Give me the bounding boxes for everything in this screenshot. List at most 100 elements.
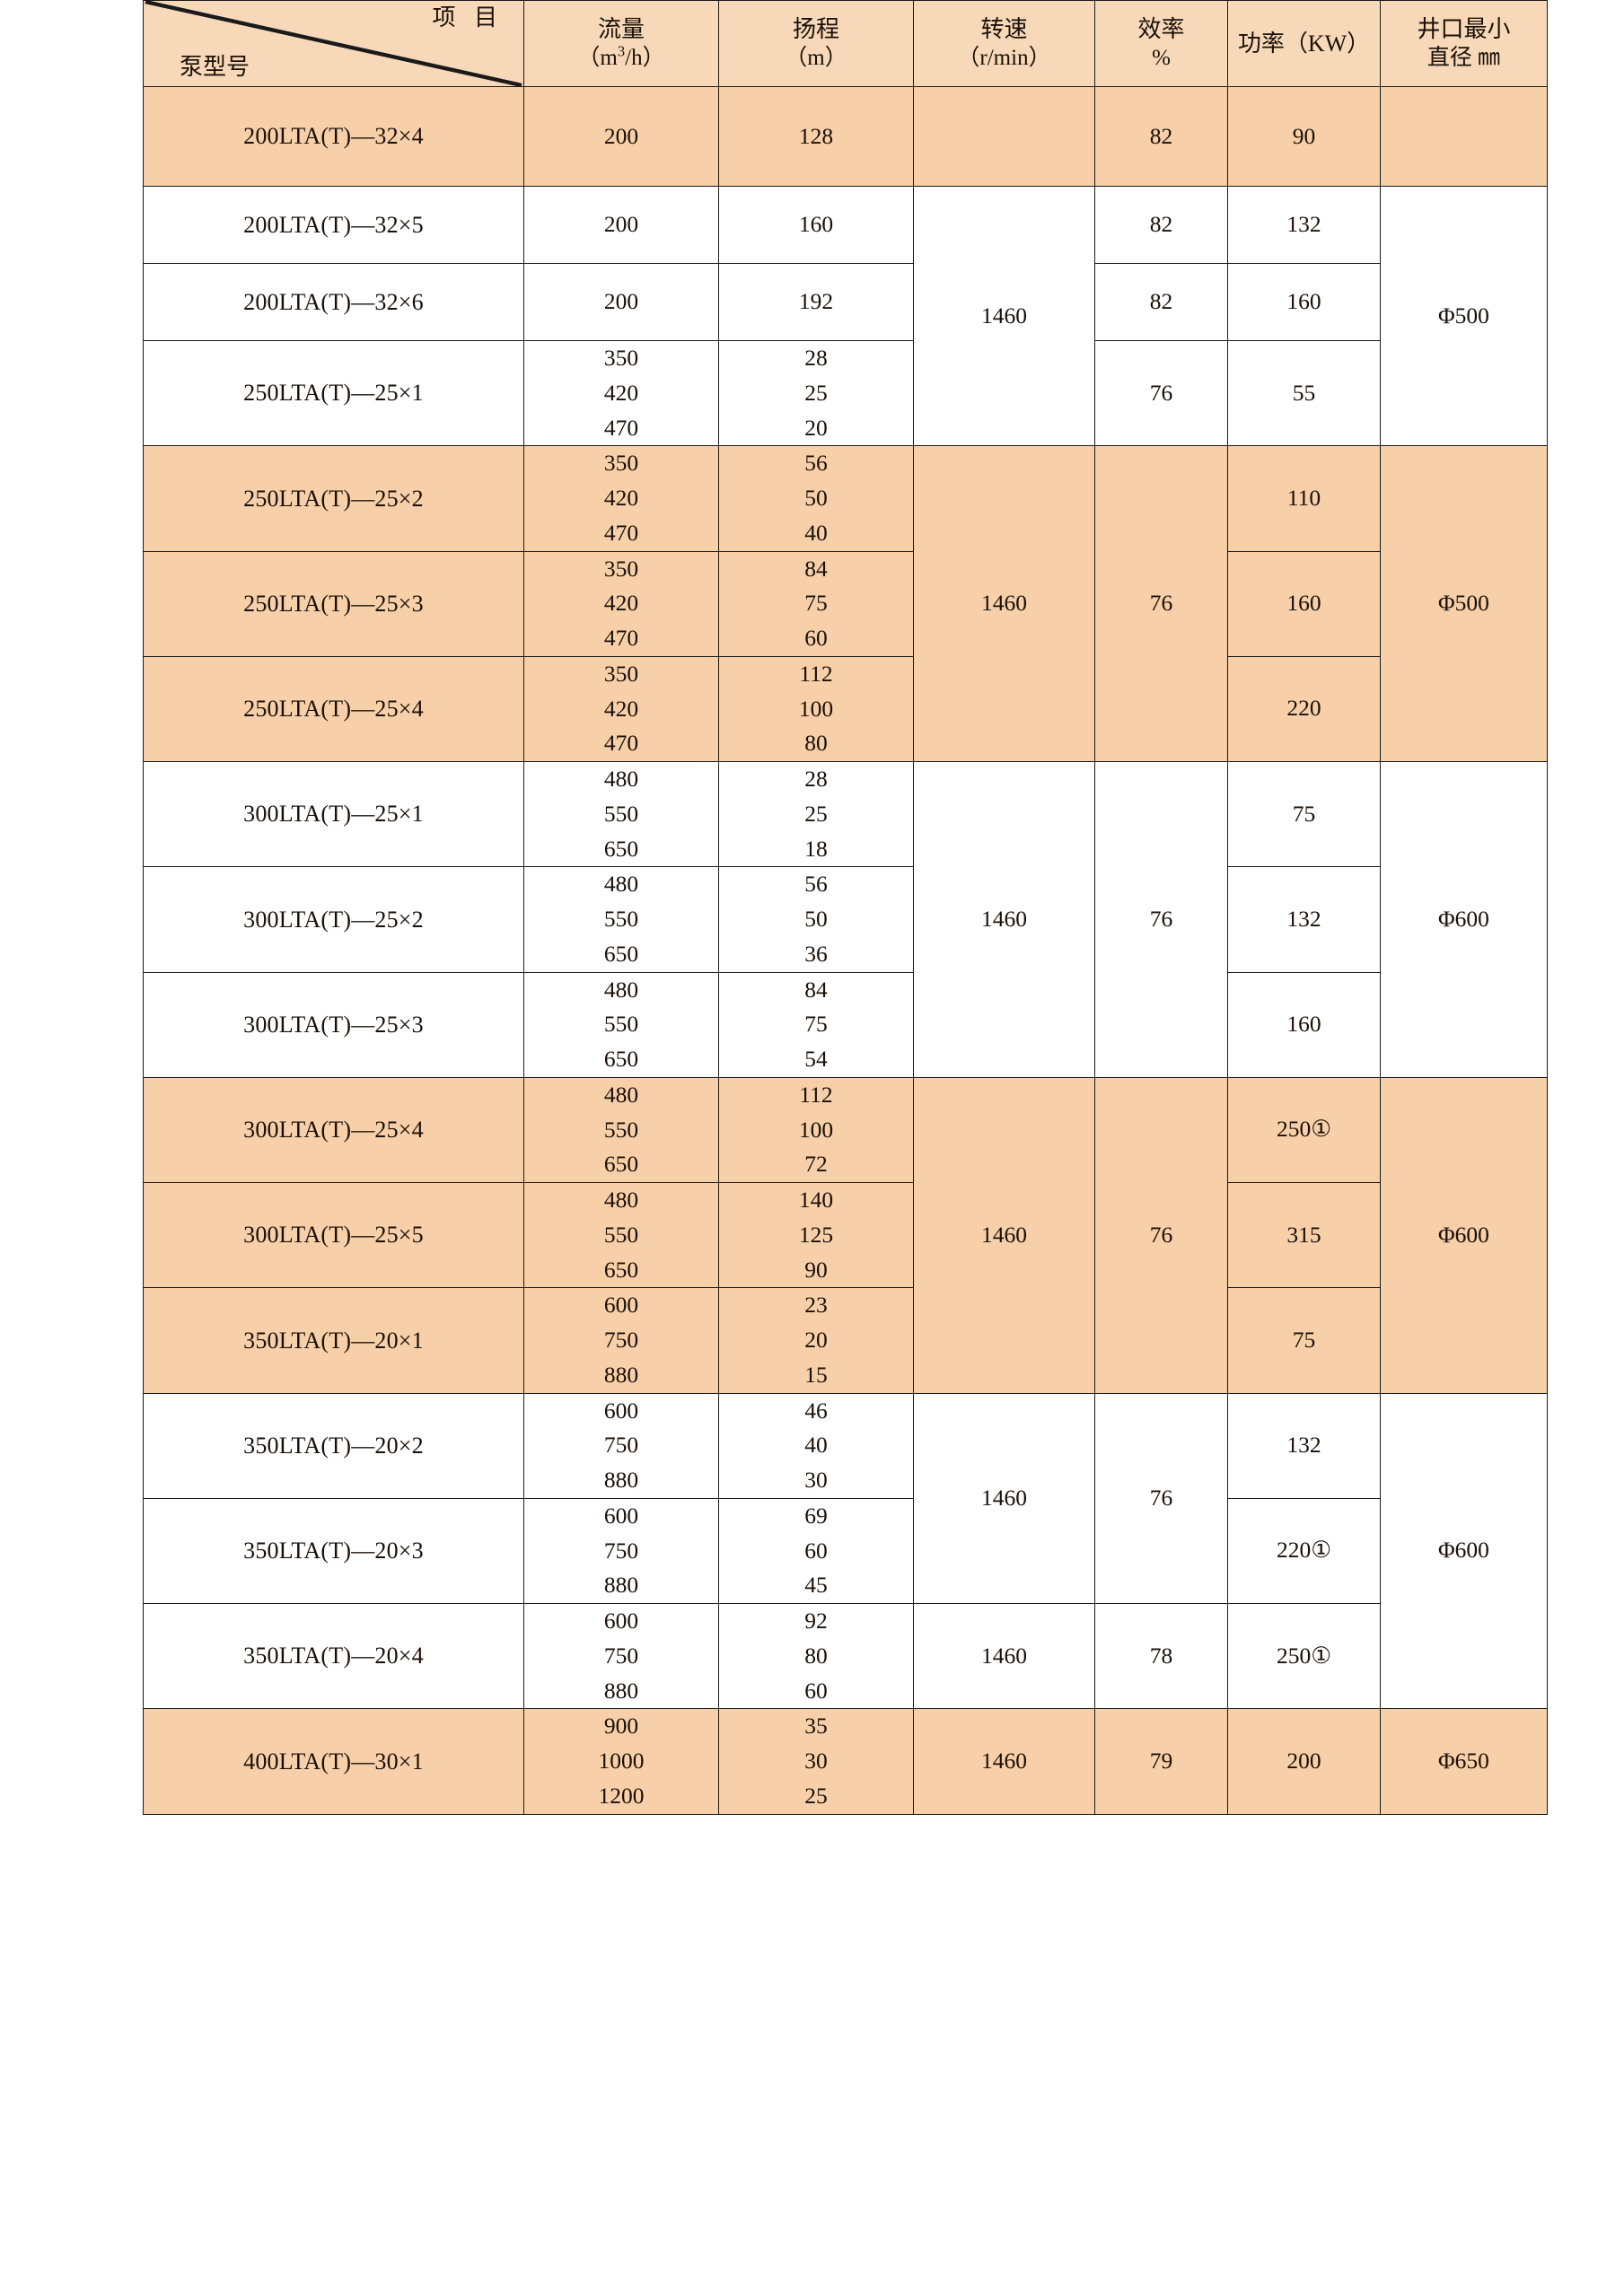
table-row: 300LTA(T)—25×2 480 550 650 56 50 36 132 [143, 866, 1548, 973]
cell-speed: 1460 [913, 761, 1095, 1078]
cell-power: 132 [1227, 866, 1381, 973]
stack-line: 350 [603, 345, 639, 371]
stack-line: 880 [603, 1361, 639, 1388]
cell-flow: 480 550 650 [523, 1181, 719, 1289]
stack-line: 92 [804, 1608, 828, 1634]
cell-power: 55 [1227, 339, 1381, 447]
stack-line: 28 [804, 345, 828, 371]
stack-line: 600 [603, 1292, 639, 1319]
cell-flow: 350 420 470 [523, 445, 719, 552]
stack-line: 470 [603, 519, 639, 546]
stack-line: 30 [804, 1748, 828, 1774]
cell-model: 200LTA(T)—32×5 [143, 186, 524, 264]
stack-line: 46 [804, 1397, 828, 1424]
stack-line: 480 [603, 766, 639, 792]
stack-line: 550 [603, 1221, 639, 1248]
cell-power: 132 [1227, 1392, 1381, 1499]
stack-line: 112 [799, 1081, 833, 1108]
stack-line: 470 [603, 730, 639, 757]
stack-line: 50 [804, 906, 828, 932]
cell-efficiency: 78 [1094, 1602, 1228, 1710]
cell-head: 112 100 72 [718, 1076, 914, 1184]
stack-line: 600 [603, 1397, 639, 1424]
stack-line: 550 [603, 906, 639, 932]
table-row: 300LTA(T)—25×3 480 550 650 84 75 54 160 [143, 971, 1548, 1078]
cell-flow: 200 [523, 263, 719, 341]
table-row: 250LTA(T)—25×2 350 420 470 56 50 40 1460 76 … [143, 445, 1548, 762]
cell-power: 220① [1227, 1497, 1381, 1605]
cell-head: 140 125 90 [718, 1181, 914, 1289]
cell-head: 56 50 36 [718, 866, 914, 973]
stack-line: 880 [603, 1572, 639, 1599]
table-row: 300LTA(T)—25×5 480 550 650 140 125 90 315 [143, 1181, 1548, 1289]
cell-flow: 350 420 470 [523, 550, 719, 657]
cell-model: 250LTA(T)—25×1 [143, 339, 524, 447]
stack-line: 75 [804, 590, 828, 617]
stack-line: 100 [798, 1116, 834, 1143]
cell-power: 75 [1227, 760, 1381, 868]
stack-line: 470 [603, 414, 639, 441]
cell-head: 28 25 18 [718, 760, 914, 868]
header-power-title: 功率（KW） [1237, 30, 1371, 57]
pump-specification-table: 项 目 泵型号 流量 （m3/h） 扬程 （m） 转速 （r/min） 效率 %… [143, 0, 1548, 1815]
stack-line: 35 [804, 1713, 828, 1740]
table-row: 200LTA(T)—32×4 200 128 82 90 [143, 86, 1548, 187]
table-row: 250LTA(T)—25×3 350 420 470 84 75 60 160 [143, 550, 1548, 657]
cell-power: 250① [1227, 1602, 1381, 1710]
stack-line: 60 [804, 1677, 828, 1704]
cell-speed [913, 86, 1095, 187]
stack-line: 420 [603, 379, 639, 406]
cell-head: 46 40 30 [718, 1392, 914, 1499]
cell-speed: 1460 [913, 185, 1095, 447]
cell-efficiency: 76 [1094, 445, 1228, 762]
stack-line: 650 [603, 1046, 639, 1072]
cell-flow: 600 750 880 [523, 1287, 719, 1394]
cell-head: 160 [718, 186, 914, 264]
stack-line: 20 [804, 1327, 828, 1353]
cell-efficiency: 76 [1094, 761, 1228, 1078]
cell-power: 200 [1227, 1708, 1381, 1815]
cell-power: 220 [1227, 655, 1381, 763]
cell-wellbore: Φ500 [1380, 445, 1548, 762]
stack-line: 550 [603, 1011, 639, 1038]
stack-line: 50 [804, 485, 828, 511]
cell-efficiency: 82 [1094, 186, 1228, 264]
header-efficiency-title: 效率 [1137, 15, 1185, 42]
cell-model: 400LTA(T)—30×1 [143, 1708, 524, 1815]
cell-head: 192 [718, 263, 914, 341]
stack-line: 15 [804, 1361, 828, 1388]
stack-line: 60 [804, 625, 828, 651]
stack-line: 480 [603, 871, 639, 898]
table-header-row: 项 目 泵型号 流量 （m3/h） 扬程 （m） 转速 （r/min） 效率 %… [143, 0, 1548, 87]
stack-line: 420 [603, 485, 639, 511]
cell-wellbore: Φ650 [1380, 1708, 1548, 1815]
stack-line: 84 [804, 555, 828, 582]
stack-line: 650 [603, 1256, 639, 1283]
cell-flow: 600 750 880 [523, 1497, 719, 1605]
cell-model: 300LTA(T)—25×4 [143, 1076, 524, 1184]
cell-flow: 600 750 880 [523, 1602, 719, 1710]
cell-flow: 480 550 650 [523, 1076, 719, 1184]
stack-line: 100 [798, 695, 834, 722]
stack-line: 56 [804, 450, 828, 477]
cell-speed: 1460 [913, 1708, 1095, 1815]
header-item-label: 项 目 [432, 4, 504, 31]
header-efficiency-unit: % [1152, 46, 1171, 71]
cell-model: 300LTA(T)—25×3 [143, 971, 524, 1078]
stack-line: 480 [603, 976, 639, 1003]
stack-line: 350 [603, 555, 639, 582]
stack-line: 650 [603, 940, 639, 967]
table-row: 300LTA(T)—25×4 480 550 650 112 100 72 1460 7… [143, 1076, 1548, 1394]
cell-wellbore [1380, 86, 1548, 187]
stack-line: 45 [804, 1572, 828, 1599]
stack-line: 880 [603, 1677, 639, 1704]
stack-line: 20 [804, 414, 828, 441]
cell-wellbore: Φ500 [1380, 185, 1548, 447]
cell-head: 84 75 54 [718, 971, 914, 1078]
cell-model: 350LTA(T)—20×3 [143, 1497, 524, 1605]
cell-power: 160 [1227, 550, 1381, 657]
header-wellbore: 井口最小 直径 ㎜ [1380, 0, 1548, 87]
stack-line: 40 [804, 519, 828, 546]
stack-line: 350 [603, 660, 639, 687]
